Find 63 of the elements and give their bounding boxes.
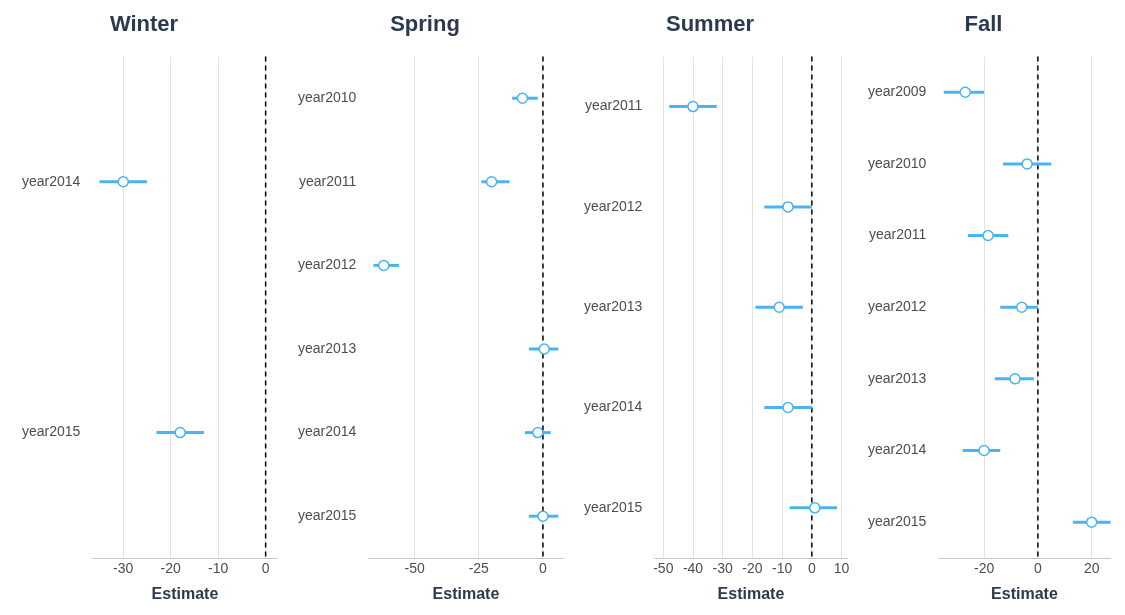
point	[782, 201, 794, 213]
x-tick-label: -50	[653, 560, 674, 577]
x-tick-label: 0	[1033, 560, 1042, 577]
x-tick-label: -30	[113, 560, 134, 577]
chart-title: Summer	[665, 11, 755, 37]
x-tick-label: 0	[539, 560, 548, 577]
y-tick-label: year2012	[583, 197, 643, 214]
point	[809, 502, 821, 514]
point	[687, 100, 699, 113]
point	[978, 444, 990, 457]
x-tick-label: -50	[404, 560, 425, 577]
x-axis-title: Estimate	[432, 584, 500, 602]
point	[782, 401, 794, 414]
point	[485, 176, 498, 188]
y-tick-label: year2014	[867, 441, 927, 458]
y-tick-label: year2010	[297, 89, 357, 106]
y-tick-label: year2015	[867, 513, 927, 530]
y-tick-label: year2015	[21, 423, 81, 440]
y-tick-label: year2009	[867, 83, 927, 100]
x-tick-label: 10	[833, 560, 850, 577]
y-tick-label: year2012	[297, 256, 357, 273]
x-tick-label: 0	[807, 560, 816, 577]
x-tick-label: -20	[160, 560, 182, 577]
x-axis-title: Estimate	[991, 584, 1058, 602]
point	[773, 301, 785, 313]
point	[1009, 373, 1021, 385]
y-tick-label: year2012	[867, 298, 927, 315]
point	[516, 92, 529, 104]
y-tick-label: year2015	[297, 507, 357, 524]
point	[537, 510, 549, 522]
point	[532, 426, 544, 439]
point	[1085, 516, 1098, 528]
x-tick-label: -25	[468, 560, 490, 577]
x-tick-label: -40	[682, 560, 704, 577]
y-tick-label: year2011	[585, 97, 643, 114]
x-tick-label: 20	[1083, 560, 1100, 577]
y-tick-label: year2013	[583, 298, 643, 315]
x-tick-label: -30	[712, 560, 734, 577]
y-tick-label: year2015	[583, 498, 643, 515]
y-tick-label: year2014	[583, 398, 643, 415]
x-axis-title: Estimate	[717, 584, 785, 602]
point	[378, 259, 390, 272]
x-tick-label: -20	[742, 560, 763, 577]
x-axis-title: Estimate	[151, 584, 219, 602]
y-tick-label: year2013	[297, 339, 357, 356]
y-tick-label: year2011	[299, 172, 357, 189]
y-tick-label: year2013	[867, 369, 927, 386]
y-tick-label: year2014	[21, 172, 81, 189]
point	[538, 343, 550, 355]
y-tick-label: year2014	[297, 423, 357, 440]
y-tick-label: year2010	[867, 154, 927, 171]
point	[982, 229, 994, 242]
y-tick-label: year2011	[869, 226, 927, 243]
x-tick-label: -10	[772, 560, 793, 577]
x-tick-label: -10	[208, 560, 229, 577]
chart-title: Fall	[964, 11, 1003, 37]
chart-title: Spring	[390, 11, 460, 37]
x-tick-label: 0	[261, 560, 270, 577]
point	[1016, 301, 1028, 313]
x-tick-label: -20	[973, 560, 995, 577]
point	[959, 86, 972, 98]
point	[1021, 158, 1033, 170]
chart-title: Winter	[109, 11, 179, 37]
